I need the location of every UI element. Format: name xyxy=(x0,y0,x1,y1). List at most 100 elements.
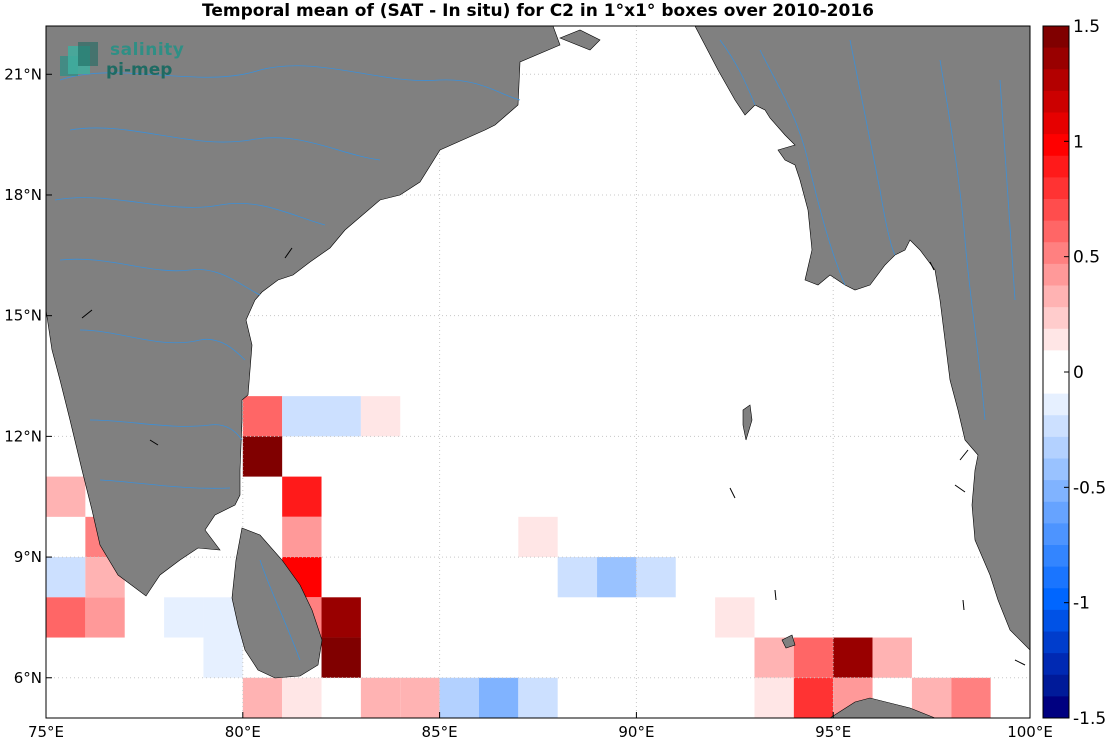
myanmar-landmass xyxy=(694,25,1031,651)
colorbar-swatch xyxy=(1043,501,1069,524)
heatmap-cell xyxy=(557,557,598,598)
india-landmass xyxy=(45,25,561,597)
y-tick-label: 18°N xyxy=(4,186,42,204)
colorbar-tick-label: 0.5 xyxy=(1073,248,1100,268)
colorbar-swatch xyxy=(1043,588,1069,611)
heatmap-cell xyxy=(833,637,873,678)
heatmap-cell xyxy=(85,597,125,638)
heatmap-cell xyxy=(46,597,86,638)
heatmap-cell xyxy=(242,436,283,477)
x-tick-label: 85°E xyxy=(422,723,458,740)
heatmap-cell xyxy=(282,516,322,558)
heatmap-cell xyxy=(793,677,834,718)
colorbar-tick-label: 1.5 xyxy=(1073,17,1100,37)
colorbar-swatch xyxy=(1043,26,1069,49)
colorbar-swatch xyxy=(1043,393,1069,416)
heatmap-cell xyxy=(597,557,637,598)
colorbar-swatch xyxy=(1043,523,1069,546)
colorbar-swatch xyxy=(1043,350,1069,373)
rivers xyxy=(54,39,1016,661)
colorbar-tick-label: -1.5 xyxy=(1073,709,1106,729)
heatmap-cell xyxy=(636,557,676,598)
colorbar-swatch xyxy=(1043,285,1069,308)
heatmap-cell xyxy=(400,677,440,718)
logo-mark-icon xyxy=(60,42,98,76)
heatmap-cell xyxy=(360,396,401,437)
colorbar-swatch xyxy=(1043,545,1069,568)
colorbar-ticks: 1.5 1 0.5 0 -0.5 -1 -1.5 xyxy=(1064,17,1106,729)
heatmap-cell xyxy=(754,677,794,718)
heatmap-cell xyxy=(242,396,283,437)
y-tick-label: 6°N xyxy=(14,669,42,687)
colorbar-swatch xyxy=(1043,220,1069,243)
heatmap-cell xyxy=(282,476,322,517)
colorbar-swatch xyxy=(1043,134,1069,157)
heatmap-cell xyxy=(715,597,755,638)
heatmap-cell xyxy=(321,597,361,638)
heatmap-cell xyxy=(203,637,243,678)
y-tick-label: 12°N xyxy=(4,427,42,445)
heatmap-cell xyxy=(951,677,991,718)
x-tick-label: 90°E xyxy=(618,723,654,740)
colorbar-swatch xyxy=(1043,177,1069,200)
salinity-pimep-logo: salinity pi-mep xyxy=(60,40,190,86)
colorbar-tick-label: 0 xyxy=(1073,363,1084,383)
colorbar-swatch xyxy=(1043,69,1069,92)
heatmap-cell xyxy=(321,396,361,437)
heatmap-cell xyxy=(518,516,558,558)
colorbar-tick-label: -1 xyxy=(1073,594,1090,614)
y-tick-label: 15°N xyxy=(4,307,42,325)
coast-marks xyxy=(81,247,1026,666)
colorbar-swatch xyxy=(1043,674,1069,697)
y-tick-label: 21°N xyxy=(4,65,42,83)
heatmap-cell xyxy=(282,396,322,437)
colorbar xyxy=(1042,25,1070,719)
x-tick-label: 75°E xyxy=(28,723,64,740)
logo-text-line1: salinity xyxy=(110,40,185,60)
y-tick-label: 9°N xyxy=(14,548,42,566)
heatmap-cell xyxy=(793,637,834,678)
heatmap-cell xyxy=(282,677,322,718)
y-axis-ticks: 6°N 9°N 12°N 15°N 18°N 21°N xyxy=(4,65,52,687)
colorbar-swatch xyxy=(1043,609,1069,632)
heatmap-cell xyxy=(46,476,86,517)
colorbar-swatch xyxy=(1043,696,1069,719)
colorbar-swatch xyxy=(1043,263,1069,286)
x-tick-label: 95°E xyxy=(815,723,851,740)
heatmap-cell xyxy=(439,677,479,718)
x-tick-label: 80°E xyxy=(225,723,261,740)
heatmap-cell xyxy=(360,677,401,718)
colorbar-swatch xyxy=(1043,155,1069,178)
colorbar-swatch xyxy=(1043,436,1069,459)
axes-frame xyxy=(45,25,1031,719)
colorbar-swatch xyxy=(1043,90,1069,113)
colorbar-swatch xyxy=(1043,653,1069,676)
colorbar-swatch xyxy=(1043,199,1069,222)
colorbar-swatch xyxy=(1043,415,1069,438)
colorbar-tick-label: -0.5 xyxy=(1073,478,1106,498)
colorbar-swatch xyxy=(1043,566,1069,589)
heatmap-cell xyxy=(321,637,361,678)
x-tick-label: 100°E xyxy=(1007,723,1053,740)
colorbar-swatch xyxy=(1043,242,1069,265)
colorbar-swatch xyxy=(1043,307,1069,330)
x-axis-ticks: 75°E 80°E 85°E 90°E 95°E 100°E xyxy=(28,712,1053,740)
colorbar-swatch xyxy=(1043,631,1069,654)
logo-text-line2: pi-mep xyxy=(106,60,173,80)
page-title: Temporal mean of (SAT - In situ) for C2 … xyxy=(202,1,874,21)
heatmap-cell xyxy=(872,637,912,678)
heatmap-cell xyxy=(46,557,86,598)
delta-island xyxy=(559,29,601,51)
heatmap-cell xyxy=(518,677,558,718)
colorbar-swatch xyxy=(1043,372,1069,395)
nicobar-island xyxy=(781,634,796,649)
colorbar-swatch xyxy=(1043,328,1069,351)
heatmap-cell xyxy=(164,597,204,638)
colorbar-swatch xyxy=(1043,47,1069,70)
heatmap-cell xyxy=(478,677,519,718)
heatmap-cell xyxy=(242,677,283,718)
colorbar-tick-label: 1 xyxy=(1073,132,1084,152)
andaman-island xyxy=(742,404,753,441)
colorbar-swatch xyxy=(1043,480,1069,503)
